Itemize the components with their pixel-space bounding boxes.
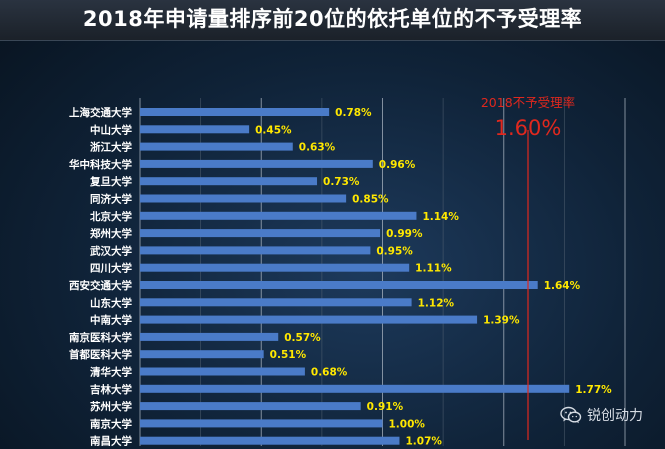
category-label: 北京大学 (90, 210, 132, 223)
bar (140, 263, 410, 272)
value-label: 1.12% (418, 297, 455, 309)
category-label: 吉林大学 (90, 383, 132, 396)
category-label: 中南大学 (90, 314, 132, 327)
value-label: 0.68% (311, 367, 348, 379)
value-label: 0.57% (284, 332, 321, 344)
category-label: 山东大学 (90, 296, 132, 309)
category-label: 郑州大学 (90, 227, 132, 240)
bar (140, 211, 417, 220)
bar (140, 177, 318, 186)
bar (140, 229, 381, 238)
category-label: 南京医科大学 (69, 331, 132, 344)
bar (140, 315, 478, 324)
category-label: 华中科技大学 (69, 158, 132, 171)
bar (140, 246, 371, 255)
bar (140, 298, 412, 307)
bar (140, 332, 279, 341)
value-label: 0.95% (376, 245, 413, 257)
category-label: 清华大学 (90, 366, 132, 379)
category-label: 浙江大学 (90, 141, 132, 154)
value-label: 0.63% (299, 142, 336, 154)
category-label: 同济大学 (90, 193, 132, 206)
category-label: 武汉大学 (90, 244, 132, 257)
bar (140, 384, 570, 393)
bar (140, 108, 330, 116)
category-label: 四川大学 (90, 262, 132, 275)
bar (140, 142, 293, 151)
bar (140, 419, 383, 428)
bar (140, 436, 400, 445)
bar (140, 281, 538, 289)
value-label: 0.78% (335, 107, 372, 119)
value-label: 1.77% (575, 384, 612, 396)
value-label: 0.91% (367, 401, 404, 413)
value-label: 1.11% (415, 263, 452, 275)
watermark: 锐创动力 (560, 405, 643, 425)
wechat-icon (560, 406, 582, 424)
watermark-text: 锐创动力 (587, 408, 643, 424)
bar (140, 194, 347, 203)
category-label: 中山大学 (90, 123, 132, 136)
value-label: 1.39% (483, 315, 520, 327)
bar (140, 402, 361, 411)
bar (140, 159, 373, 168)
value-label: 1.64% (544, 280, 581, 292)
value-label: 0.99% (386, 228, 423, 240)
category-label: 复旦大学 (89, 175, 132, 188)
category-label: 上海交通大学 (69, 106, 132, 119)
bar (140, 367, 305, 376)
title-band (0, 0, 665, 41)
category-label: 南京大学 (90, 417, 132, 430)
category-label: 西安交通大学 (69, 279, 132, 292)
value-label: 0.51% (270, 349, 307, 361)
category-label: 南昌大学 (90, 435, 132, 448)
category-label: 苏州大学 (90, 400, 132, 413)
chart-title: 2018年申请量排序前20位的依托单位的不予受理率 (82, 7, 583, 31)
value-label: 0.45% (255, 124, 292, 136)
bar (140, 125, 250, 134)
value-label: 1.00% (389, 418, 426, 430)
bar (140, 350, 264, 359)
value-label: 0.96% (379, 159, 416, 171)
value-label: 0.85% (352, 194, 389, 206)
value-label: 0.73% (323, 176, 360, 188)
value-label: 1.14% (422, 211, 459, 223)
value-label: 1.07% (405, 436, 442, 448)
category-label: 首都医科大学 (69, 348, 132, 361)
reference-label: 2018不予受理率 (481, 95, 575, 110)
reference-value: 1.60% (495, 116, 562, 140)
